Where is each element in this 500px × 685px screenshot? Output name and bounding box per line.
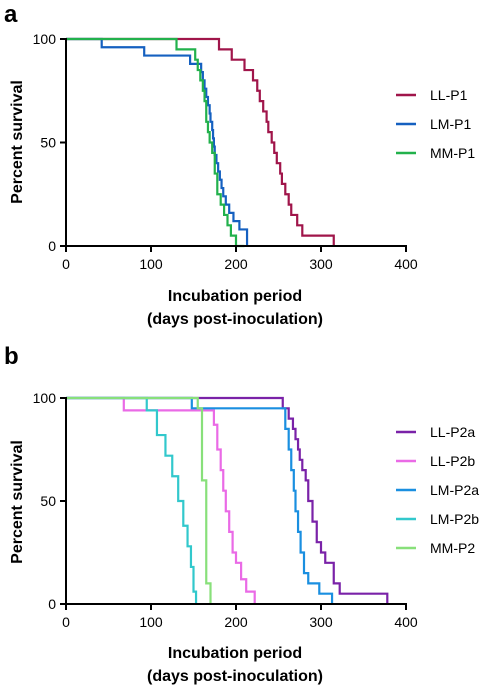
panel-b-x-tick-label-300: 300 — [309, 614, 333, 630]
panel-b-series-lm-p2a-line — [66, 396, 334, 604]
panel-b-legend-label-ll-p2b: LL-P2b — [430, 453, 475, 469]
panel-b-legend-label-lm-p2b: LM-P2b — [430, 511, 479, 527]
panel-b-x-tick-label-200: 200 — [224, 614, 248, 630]
panel-a-series-mm-p1-line — [66, 37, 245, 248]
panel-b-series-ll-p2a-line — [66, 396, 389, 604]
panel-a-legend-label-ll-p1: LL-P1 — [430, 87, 468, 103]
panel-a-x-axis-title: Incubation period — [168, 288, 302, 305]
panel-b-plot-area: LL-P2a LL-P2b LM-P2a LM-P2b MM-P2 0 100 200 300 4… — [33, 390, 480, 630]
panel-b-x-tick-label-100: 100 — [139, 614, 163, 630]
panel-a-x-tick-label-0: 0 — [62, 256, 70, 272]
panel-a-legend-label-mm-p1: MM-P1 — [430, 145, 475, 161]
panel-a-y-tick-label-100: 100 — [33, 31, 57, 47]
panel-b-y-tick-label-0: 0 — [48, 596, 56, 612]
panel-b-legend-label-lm-p2a: LM-P2a — [430, 482, 479, 498]
panel-b-series-ll-p2b-line — [66, 396, 256, 604]
panel-a-x-axis-title-line2: (days post-inoculation) — [147, 311, 323, 328]
panel-a-legend-label-lm-p1: LM-P1 — [430, 116, 471, 132]
panel-b-series-lm-p2b-line — [66, 396, 198, 604]
panel-a-x-tick-label-400: 400 — [394, 256, 418, 272]
panel-a-series-ll-p1-line — [66, 37, 335, 246]
panel-a-x-tick-label-200: 200 — [224, 256, 248, 272]
panel-a-y-axis-title: Percent survival — [9, 80, 26, 204]
panel-b-x-tick-label-0: 0 — [62, 614, 70, 630]
panel-a-series-lm-p1-line — [66, 37, 249, 246]
panel-a-plot-area: LL-P1 LM-P1 MM-P1 0 100 200 300 400 0 50 100 — [33, 31, 476, 272]
panel-b-x-axis-title: Incubation period — [168, 645, 302, 662]
panel-b-label: b — [4, 343, 19, 370]
panel-b-y-axis-title: Percent survival — [9, 440, 26, 564]
panel-a-y-tick-label-0: 0 — [48, 238, 56, 254]
panel-b-x-tick-label-400: 400 — [394, 614, 418, 630]
panel-b-series-mm-p2-line — [66, 396, 212, 604]
panel-b: b Percent survival Incubation period (da… — [4, 343, 479, 685]
panel-b-x-axis-title-line2: (days post-inoculation) — [147, 668, 323, 685]
panel-b-legend-label-ll-p2a: LL-P2a — [430, 424, 475, 440]
panel-a-label: a — [4, 1, 18, 28]
panel-b-legend-label-mm-p2: MM-P2 — [430, 540, 475, 556]
panel-b-y-tick-label-50: 50 — [40, 493, 56, 509]
panel-a-x-tick-label-300: 300 — [309, 256, 333, 272]
panel-a: a Percent survival Incubation period (da… — [4, 1, 475, 328]
panel-b-y-tick-label-100: 100 — [33, 390, 57, 406]
panel-a-x-tick-label-100: 100 — [139, 256, 163, 272]
panel-a-y-tick-label-50: 50 — [40, 135, 56, 151]
